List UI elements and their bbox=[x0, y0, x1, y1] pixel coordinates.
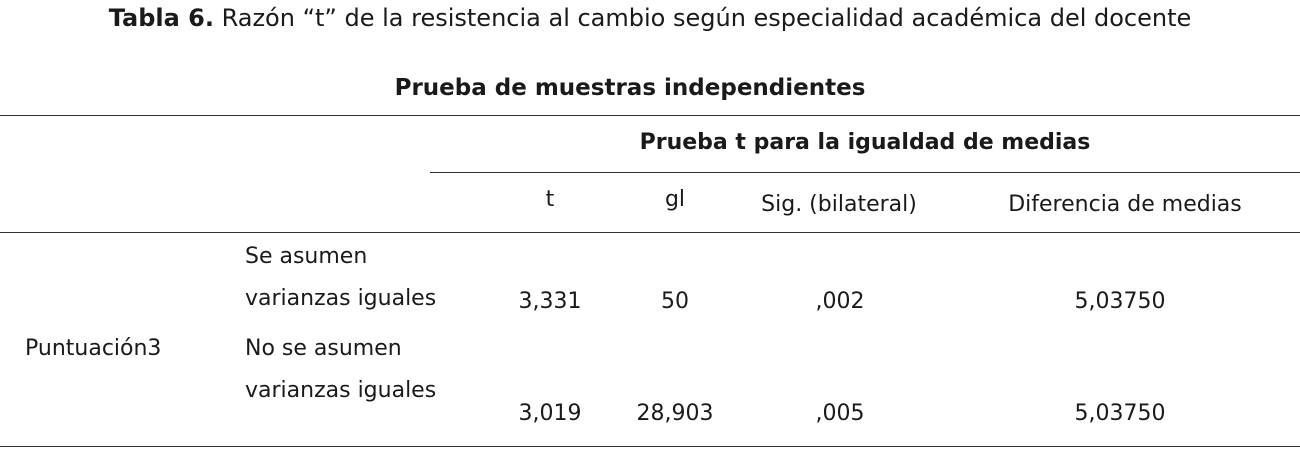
row2-condition-line2: varianzas iguales bbox=[245, 378, 437, 403]
caption-text: Razón “t” de la resistencia al cambio se… bbox=[213, 4, 1192, 32]
column-header-diff: Diferencia de medias bbox=[1008, 192, 1242, 217]
row1-gl: 50 bbox=[661, 289, 689, 314]
row2-gl: 28,903 bbox=[636, 401, 714, 426]
row1-condition-line2: varianzas iguales bbox=[245, 286, 437, 311]
header-bottom-rule bbox=[0, 232, 1300, 233]
table-caption: Tabla 6. Razón “t” de la resistencia al … bbox=[0, 2, 1300, 34]
table-top-rule bbox=[0, 115, 1300, 116]
column-header-gl: gl bbox=[664, 187, 686, 212]
table-title: Prueba de muestras independientes bbox=[394, 75, 866, 101]
row1-condition-line1: Se asumen bbox=[245, 244, 368, 269]
row2-condition-line1: No se asumen bbox=[245, 336, 402, 361]
caption-number: Tabla 6. bbox=[108, 4, 214, 32]
row1-diff: 5,03750 bbox=[1074, 289, 1166, 314]
column-header-sig: Sig. (bilateral) bbox=[761, 192, 917, 217]
row1-sig: ,002 bbox=[815, 289, 865, 314]
row2-t: 3,019 bbox=[518, 401, 582, 426]
row1-t: 3,331 bbox=[518, 289, 582, 314]
table-bottom-rule bbox=[0, 446, 1300, 447]
row2-diff: 5,03750 bbox=[1074, 401, 1166, 426]
group-header: Prueba t para la igualdad de medias bbox=[639, 130, 1091, 155]
column-header-t: t bbox=[545, 187, 555, 212]
row2-sig: ,005 bbox=[815, 401, 865, 426]
row-label: Puntuación3 bbox=[25, 336, 162, 361]
group-header-rule bbox=[430, 172, 1300, 173]
